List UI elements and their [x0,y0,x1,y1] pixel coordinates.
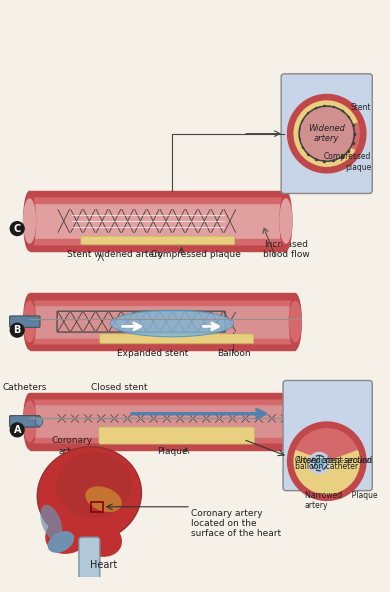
Text: Closed stent: Closed stent [92,384,148,392]
Wedge shape [294,101,358,167]
Text: C: C [14,224,21,234]
Ellipse shape [279,198,292,244]
Text: Stent widened artery: Stent widened artery [67,250,163,259]
Ellipse shape [40,505,62,541]
Ellipse shape [37,447,142,542]
FancyArrow shape [58,208,277,233]
FancyBboxPatch shape [10,416,40,427]
Ellipse shape [289,393,302,450]
FancyBboxPatch shape [283,381,372,491]
Text: Balloon: Balloon [217,349,250,358]
Ellipse shape [23,301,36,343]
Text: Compressed
plaque: Compressed plaque [324,152,371,172]
Ellipse shape [23,293,36,350]
FancyBboxPatch shape [100,334,254,343]
Text: Catheters: Catheters [3,384,47,392]
Ellipse shape [289,301,302,343]
Text: Heart: Heart [90,561,117,571]
Ellipse shape [279,191,292,252]
Text: Widened
artery: Widened artery [308,124,345,143]
Circle shape [287,422,367,501]
Ellipse shape [289,293,302,350]
FancyBboxPatch shape [281,74,372,194]
Ellipse shape [23,191,36,252]
Text: Plaque: Plaque [157,446,187,455]
Text: Narrowed    Plaque
artery: Narrowed Plaque artery [305,491,378,510]
Ellipse shape [23,400,36,442]
Text: Increased
blood flow: Increased blood flow [262,240,309,259]
Text: Closed stent around: Closed stent around [295,456,373,465]
Ellipse shape [23,393,36,450]
Circle shape [300,107,353,160]
Text: Artery cross-section: Artery cross-section [295,455,372,465]
Text: balloon catheter: balloon catheter [295,462,358,471]
Text: Coronary
artery: Coronary artery [52,436,93,455]
Circle shape [314,458,324,468]
FancyBboxPatch shape [81,236,235,244]
Ellipse shape [45,514,92,554]
FancyBboxPatch shape [99,427,255,444]
Circle shape [10,422,25,437]
Ellipse shape [23,198,36,244]
Ellipse shape [56,452,132,518]
FancyBboxPatch shape [10,316,40,327]
Circle shape [294,428,360,494]
Circle shape [10,323,25,338]
Ellipse shape [85,486,122,512]
Circle shape [287,94,367,173]
FancyBboxPatch shape [79,537,100,581]
Wedge shape [294,450,360,494]
Ellipse shape [289,400,302,442]
Ellipse shape [48,531,74,553]
Ellipse shape [76,519,122,557]
Text: Coronary artery
located on the
surface of the heart: Coronary artery located on the surface o… [191,509,281,539]
Circle shape [294,101,360,167]
Text: B: B [14,325,21,335]
Text: Compressed plaque: Compressed plaque [151,250,241,259]
Ellipse shape [35,417,43,426]
Text: A: A [14,425,21,435]
Circle shape [10,221,25,236]
Ellipse shape [110,310,234,337]
Circle shape [308,452,331,475]
Text: Expanded stent: Expanded stent [117,349,189,358]
Text: Stent: Stent [351,102,371,111]
